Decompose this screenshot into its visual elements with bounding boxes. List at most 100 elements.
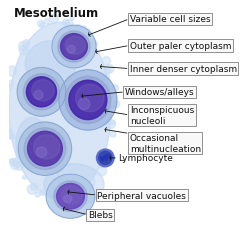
Circle shape <box>7 67 17 77</box>
Text: Outer paler cytoplasm: Outer paler cytoplasm <box>130 42 231 51</box>
Ellipse shape <box>67 46 75 54</box>
Circle shape <box>112 85 118 92</box>
Ellipse shape <box>32 80 54 101</box>
Circle shape <box>88 185 93 189</box>
Circle shape <box>31 184 38 191</box>
Circle shape <box>74 188 80 194</box>
Circle shape <box>106 65 114 74</box>
Ellipse shape <box>34 135 60 159</box>
Circle shape <box>86 177 95 186</box>
Circle shape <box>63 198 69 204</box>
Ellipse shape <box>44 164 104 206</box>
Circle shape <box>56 198 66 208</box>
Circle shape <box>70 17 74 21</box>
Circle shape <box>15 162 23 170</box>
Text: Peripheral vacuoles: Peripheral vacuoles <box>97 191 186 200</box>
Ellipse shape <box>52 26 96 69</box>
Circle shape <box>84 182 93 191</box>
Circle shape <box>110 132 116 137</box>
Circle shape <box>44 20 50 25</box>
Ellipse shape <box>25 42 76 88</box>
Circle shape <box>102 157 105 159</box>
Circle shape <box>107 154 109 157</box>
Ellipse shape <box>78 99 90 110</box>
Circle shape <box>100 163 104 168</box>
Ellipse shape <box>58 32 90 63</box>
Circle shape <box>35 192 40 197</box>
Circle shape <box>99 152 112 165</box>
Circle shape <box>98 155 107 163</box>
Circle shape <box>40 190 46 196</box>
Circle shape <box>111 121 115 125</box>
Ellipse shape <box>9 23 111 199</box>
Ellipse shape <box>24 74 60 110</box>
Circle shape <box>10 159 17 166</box>
Circle shape <box>12 158 22 168</box>
Ellipse shape <box>59 70 117 131</box>
Circle shape <box>103 74 110 81</box>
Circle shape <box>23 40 30 48</box>
Circle shape <box>93 43 98 47</box>
Circle shape <box>71 192 80 201</box>
Ellipse shape <box>76 85 104 112</box>
Text: Lymphocyte: Lymphocyte <box>118 154 173 163</box>
Ellipse shape <box>64 195 72 203</box>
Circle shape <box>82 29 91 38</box>
Circle shape <box>76 25 81 30</box>
Circle shape <box>62 20 69 27</box>
Circle shape <box>2 83 11 93</box>
Circle shape <box>98 155 106 164</box>
Circle shape <box>80 192 86 197</box>
Circle shape <box>2 130 12 140</box>
Ellipse shape <box>34 91 43 100</box>
Circle shape <box>106 150 112 156</box>
Text: Variable cell sizes: Variable cell sizes <box>130 15 210 24</box>
Ellipse shape <box>26 77 56 107</box>
Ellipse shape <box>60 34 88 60</box>
Circle shape <box>102 57 110 66</box>
Circle shape <box>7 129 12 133</box>
Circle shape <box>102 150 110 157</box>
Ellipse shape <box>36 147 47 158</box>
Circle shape <box>7 81 13 87</box>
Circle shape <box>67 198 75 205</box>
Ellipse shape <box>17 68 66 117</box>
Circle shape <box>96 149 114 167</box>
Circle shape <box>104 155 107 158</box>
Circle shape <box>63 197 72 206</box>
Circle shape <box>97 166 107 176</box>
Ellipse shape <box>24 128 66 170</box>
Circle shape <box>105 158 108 161</box>
Circle shape <box>72 190 80 198</box>
Text: Inconspicuous
nucleoli: Inconspicuous nucleoli <box>130 106 194 125</box>
Circle shape <box>19 46 29 56</box>
Circle shape <box>108 95 113 100</box>
Ellipse shape <box>18 122 72 176</box>
Ellipse shape <box>56 184 84 209</box>
Circle shape <box>101 157 103 160</box>
Circle shape <box>38 21 44 28</box>
Text: Windows/alleys: Windows/alleys <box>125 88 194 97</box>
Ellipse shape <box>46 174 95 218</box>
Text: Inner denser cytoplasm: Inner denser cytoplasm <box>130 65 237 74</box>
Circle shape <box>105 156 108 159</box>
Text: Mesothelium: Mesothelium <box>14 7 99 20</box>
Ellipse shape <box>16 118 48 169</box>
Circle shape <box>110 105 115 109</box>
Text: Blebs: Blebs <box>88 210 113 219</box>
Circle shape <box>10 134 15 140</box>
Circle shape <box>64 21 73 29</box>
Ellipse shape <box>65 37 86 55</box>
Circle shape <box>100 158 103 162</box>
Circle shape <box>40 24 44 28</box>
Circle shape <box>91 41 97 47</box>
Ellipse shape <box>28 132 62 166</box>
Circle shape <box>80 27 87 33</box>
Circle shape <box>11 161 20 170</box>
Ellipse shape <box>69 81 107 120</box>
Circle shape <box>106 120 116 129</box>
Circle shape <box>50 15 58 24</box>
Circle shape <box>9 159 14 164</box>
Circle shape <box>113 101 120 108</box>
Ellipse shape <box>54 181 87 212</box>
